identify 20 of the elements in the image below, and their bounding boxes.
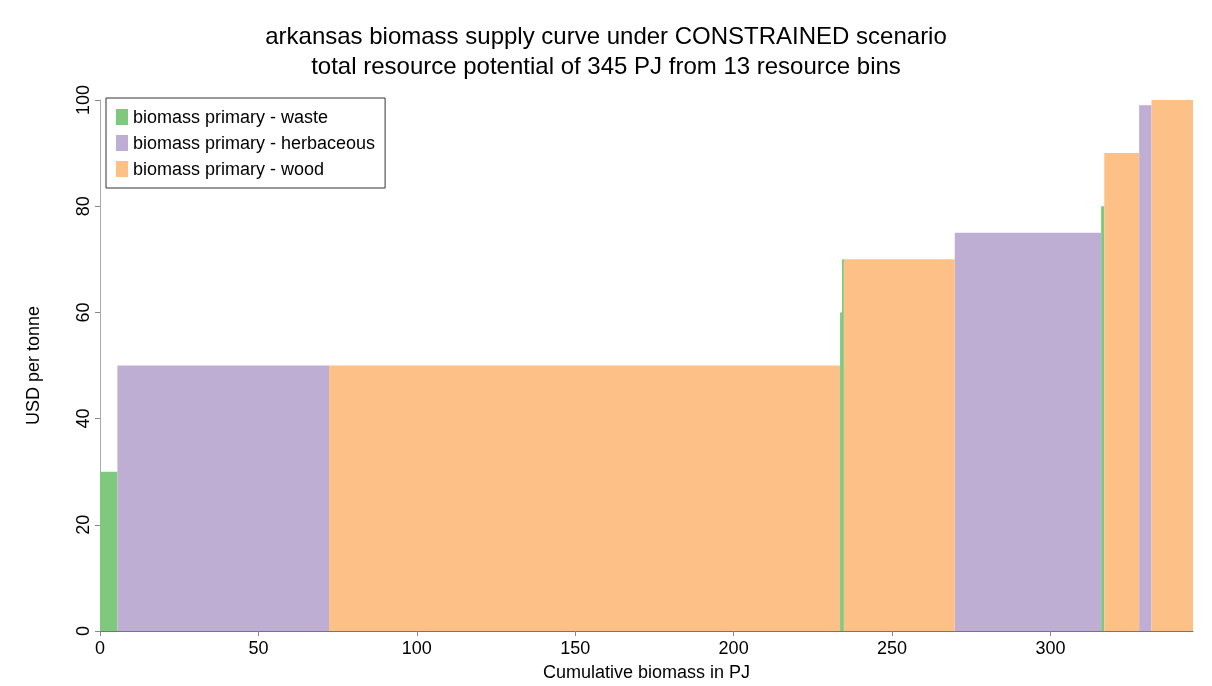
x-tick-label: 0: [94, 638, 106, 658]
x-tick-label: 150: [560, 638, 591, 658]
chart-title: arkansas biomass supply curve under CONSTRAINED scenario: [265, 21, 947, 49]
chart-subtitle: total resource potential of 345 PJ from 13 resource bins: [311, 51, 901, 79]
legend-label: biomass primary - waste: [133, 107, 329, 127]
y-tick-label: 40: [73, 408, 93, 429]
y-tick-label: 20: [73, 514, 93, 535]
y-tick-label: 60: [73, 302, 93, 323]
x-tick-label: 50: [248, 638, 269, 658]
legend-label: biomass primary - herbaceous: [133, 133, 376, 153]
x-axis-title: Cumulative biomass in PJ: [542, 662, 751, 682]
legend-label: biomass primary - wood: [133, 159, 325, 179]
y-tick-label: 100: [73, 84, 93, 116]
y-tick-label: 0: [73, 625, 93, 637]
x-tick-label: 100: [401, 638, 432, 658]
y-axis-title: USD per tonne: [23, 305, 43, 426]
x-tick-label: 300: [1035, 638, 1066, 658]
x-tick-label: 200: [718, 638, 749, 658]
y-tick-label: 80: [73, 196, 93, 217]
x-tick-label: 250: [877, 638, 908, 658]
